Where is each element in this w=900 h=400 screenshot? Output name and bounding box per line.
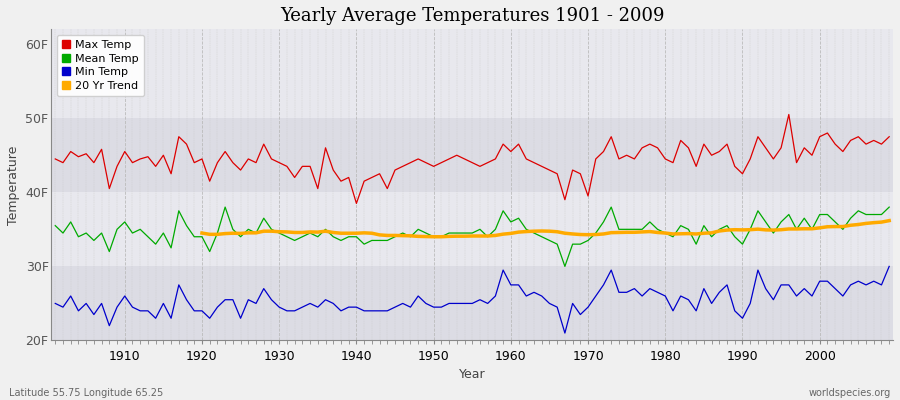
- Bar: [51, 266, 893, 340]
- Bar: [51, 118, 893, 192]
- X-axis label: Year: Year: [459, 368, 485, 381]
- Text: worldspecies.org: worldspecies.org: [809, 388, 891, 398]
- Bar: [51, 44, 893, 118]
- Title: Yearly Average Temperatures 1901 - 2009: Yearly Average Temperatures 1901 - 2009: [280, 7, 664, 25]
- Legend: Max Temp, Mean Temp, Min Temp, 20 Yr Trend: Max Temp, Mean Temp, Min Temp, 20 Yr Tre…: [57, 35, 144, 96]
- Text: Latitude 55.75 Longitude 65.25: Latitude 55.75 Longitude 65.25: [9, 388, 163, 398]
- Y-axis label: Temperature: Temperature: [7, 145, 20, 224]
- Bar: [51, 192, 893, 266]
